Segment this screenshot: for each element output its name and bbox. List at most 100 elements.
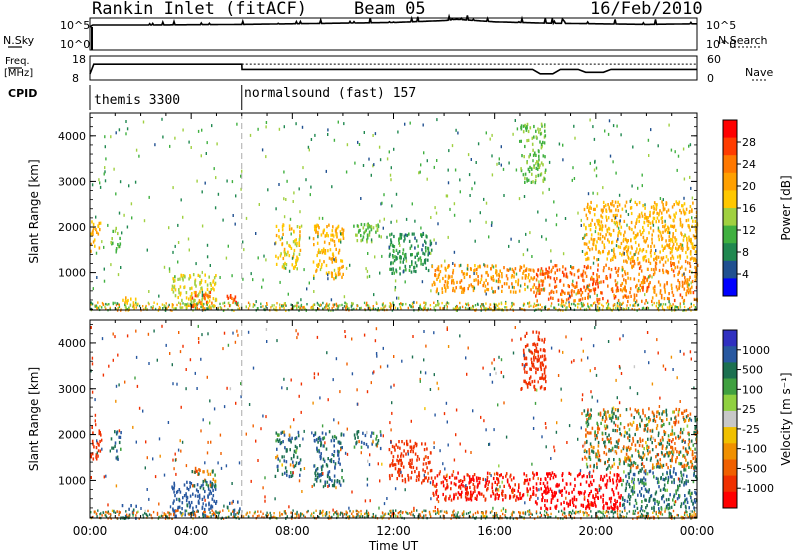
power-cell: [168, 226, 170, 230]
velocity-cell: [616, 499, 618, 504]
power-cell: [105, 307, 107, 311]
power-cell: [673, 307, 676, 311]
power-cell: [686, 278, 688, 282]
power-cell: [275, 224, 278, 228]
power-cell: [341, 265, 343, 269]
power-cell: [420, 259, 422, 263]
velocity-cell: [662, 438, 664, 442]
velocity-cell: [341, 468, 343, 473]
power-cell: [556, 268, 559, 272]
velocity-cell: [648, 416, 650, 420]
velocity-cell: [211, 481, 213, 486]
power-cell: [528, 305, 530, 308]
power-cell: [580, 218, 582, 222]
power-cell: [513, 275, 515, 279]
power-cell: [474, 264, 476, 268]
power-cell: [431, 283, 434, 287]
power-cell: [487, 282, 489, 286]
velocity-cell: [276, 433, 279, 437]
power-cell: [596, 293, 598, 297]
power-cell: [647, 223, 649, 227]
velocity-cell: [299, 473, 301, 477]
power-cell: [653, 216, 656, 221]
velocity-cell: [457, 471, 459, 475]
velocity-cell: [469, 485, 471, 490]
velocity-cell: [324, 480, 326, 484]
velocity-cell: [648, 407, 650, 411]
velocity-cell: [540, 477, 542, 481]
velocity-cell: [574, 484, 576, 488]
power-cell: [679, 306, 682, 309]
velocity-cell: [461, 479, 464, 484]
power-cell: [434, 206, 436, 210]
velocity-cell: [409, 445, 412, 449]
velocity-cell: [399, 468, 402, 472]
power-cell: [548, 187, 550, 191]
velocity-cell: [545, 477, 547, 481]
velocity-cell: [633, 477, 635, 481]
power-cell: [318, 308, 320, 311]
power-cell: [261, 285, 263, 289]
power-cell: [607, 216, 610, 220]
velocity-cell: [173, 486, 175, 490]
velocity-cell: [679, 450, 682, 454]
velocity-cell: [610, 500, 612, 504]
power-cell: [152, 307, 154, 310]
velocity-cell: [604, 411, 607, 415]
velocity-cell: [320, 465, 323, 469]
power-cell: [465, 308, 467, 311]
power-cell: [222, 302, 224, 305]
power-cell: [597, 263, 599, 267]
power-cell: [521, 276, 524, 280]
power-cell: [522, 253, 525, 257]
velocity-cell: [546, 485, 549, 489]
power-cell: [331, 185, 333, 189]
power-cell: [550, 302, 553, 305]
power-cell: [596, 240, 598, 244]
velocity-cell: [525, 356, 528, 360]
power-cell: [618, 231, 620, 235]
velocity-cell: [639, 490, 641, 494]
power-cell: [212, 297, 215, 301]
velocity-cell: [291, 436, 293, 440]
power-cell: [593, 213, 596, 217]
velocity-cell: [662, 477, 665, 481]
power-cell: [604, 129, 606, 133]
power-cell: [525, 232, 527, 236]
power-cell: [523, 269, 525, 274]
velocity-cell: [116, 449, 118, 453]
velocity-cell: [693, 430, 695, 435]
velocity-cell: [468, 475, 471, 479]
power-cell: [679, 242, 682, 247]
power-cell: [296, 255, 298, 259]
velocity-cell: [694, 475, 697, 479]
power-cell: [587, 285, 589, 289]
velocity-cell: [315, 438, 318, 442]
power-cell: [508, 244, 510, 248]
velocity-cells: [90, 324, 699, 520]
velocity-cell: [470, 479, 472, 483]
velocity-cell: [326, 480, 329, 484]
power-cell: [618, 222, 621, 226]
power-cell: [532, 180, 534, 184]
power-cell: [204, 280, 207, 284]
power-cell: [130, 297, 132, 301]
velocity-cell: [537, 354, 540, 358]
power-cell: [592, 207, 595, 211]
power-cell: [312, 304, 314, 307]
velocity-cell: [446, 486, 448, 490]
velocity-cell: [276, 454, 279, 458]
power-cell: [638, 201, 641, 205]
power-cell: [608, 250, 610, 254]
power-cell: [653, 258, 655, 262]
velocity-cell: [682, 415, 685, 419]
velocity-cell: [543, 371, 546, 375]
velocity-cell: [653, 417, 655, 421]
power-cell: [626, 304, 628, 307]
velocity-cell: [683, 481, 686, 485]
power-cell: [672, 245, 674, 249]
power-cell: [685, 207, 688, 211]
velocity-cell: [604, 483, 607, 487]
velocity-cell: [679, 483, 681, 488]
velocity-cell: [541, 373, 544, 377]
